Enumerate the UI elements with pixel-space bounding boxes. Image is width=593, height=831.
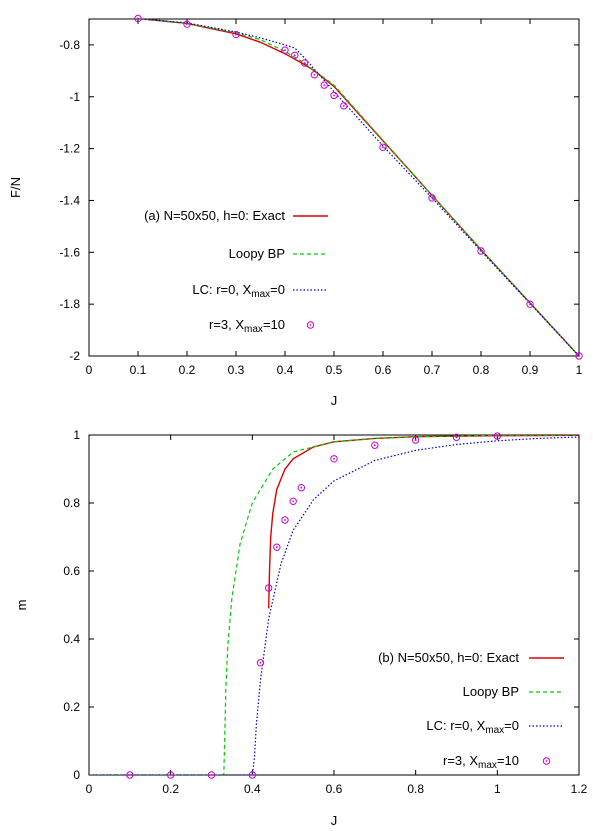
series-line	[134, 19, 579, 356]
x-tick-label: 0.4	[244, 782, 261, 796]
data-point	[256, 659, 265, 667]
x-tick-label: 1	[576, 363, 583, 377]
y-tick-label: -1.8	[59, 297, 80, 311]
data-point	[371, 441, 379, 449]
legend-marker	[306, 321, 315, 329]
data-point	[330, 91, 338, 100]
y-axis-label: m	[14, 600, 29, 611]
y-tick-label: -1.6	[59, 245, 80, 259]
series-line	[268, 435, 579, 609]
y-tick-label: 0.8	[63, 496, 80, 510]
x-tick-label: 0	[86, 782, 93, 796]
y-tick-label: -1.4	[59, 193, 80, 207]
chart-panel-a: 0 0.1 0.2 0.3 0.4 0.5 0.6 0.7 0.8 0.9 1 -0.8 -1 -1.2 -…	[8, 14, 583, 408]
x-tick-label: 0	[86, 363, 93, 377]
data-point	[526, 300, 534, 308]
x-tick-label: 0.4	[277, 363, 294, 377]
series-line	[134, 19, 579, 356]
x-tick-label: 0.1	[130, 363, 147, 377]
data-point	[477, 247, 485, 255]
series-line	[89, 436, 579, 775]
x-tick-label: 0.5	[326, 363, 343, 377]
y-tick-label: -2	[69, 349, 80, 363]
legend-marker	[542, 757, 551, 765]
y-tick-label: -1.2	[59, 142, 80, 156]
x-tick-label: 0.9	[522, 363, 539, 377]
y-tick-label: 0.4	[63, 632, 80, 646]
data-point	[207, 771, 216, 779]
y-tick-label: -0.8	[59, 38, 80, 52]
legend-label: (b) N=50x50, h=0: Exact	[378, 650, 519, 665]
data-point	[452, 433, 461, 442]
plot-frame	[88, 18, 580, 357]
x-tick-label: 1.2	[571, 782, 588, 796]
data-point	[493, 432, 502, 440]
data-point	[340, 102, 348, 110]
chart-panel-b: 0 0.2 0.4 0.6 0.8 1 1.2 0 0.2 0.4 0.6 0.8 1 Jm (b) N=5…	[14, 428, 588, 828]
y-tick-label: 0	[73, 768, 80, 782]
data-point	[379, 143, 387, 152]
y-tick-label: 0.2	[63, 700, 80, 714]
x-tick-label: 0.8	[473, 363, 490, 377]
x-tick-label: 0.7	[424, 363, 441, 377]
data-point	[320, 81, 328, 89]
data-point	[281, 516, 289, 524]
x-tick-label: 0.6	[326, 782, 343, 796]
x-axis-label: J	[331, 393, 338, 408]
data-point	[134, 14, 142, 23]
data-point	[248, 771, 257, 779]
legend-label: r=3, Xmax=10	[443, 753, 519, 771]
series-line	[130, 19, 579, 356]
x-axis-label: J	[331, 813, 338, 828]
legend-label: Loopy BP	[229, 246, 285, 261]
data-point	[297, 484, 306, 492]
series-line	[89, 435, 579, 775]
data-point	[428, 194, 436, 202]
data-point	[273, 543, 281, 551]
legend-label: (a) N=50x50, h=0: Exact	[144, 208, 285, 223]
data-point	[126, 771, 134, 779]
legend-label: Loopy BP	[463, 684, 519, 699]
legend-label: LC: r=0, Xmax=0	[426, 718, 519, 736]
legend-label: r=3, Xmax=10	[209, 317, 285, 335]
x-tick-label: 0.6	[375, 363, 392, 377]
legend-label: LC: r=0, Xmax=0	[192, 282, 285, 300]
data-point	[575, 352, 583, 360]
y-tick-label: -1	[69, 90, 80, 104]
x-tick-label: 1	[494, 782, 501, 796]
x-tick-label: 0.3	[228, 363, 245, 377]
data-point	[232, 30, 240, 39]
data-point	[330, 455, 338, 463]
x-tick-label: 0.2	[162, 782, 179, 796]
data-point	[300, 59, 309, 67]
data-point	[183, 20, 191, 28]
data-point	[264, 584, 273, 592]
data-point	[411, 436, 420, 444]
data-point	[291, 51, 299, 59]
data-point	[310, 71, 319, 79]
data-point	[289, 497, 297, 506]
x-tick-label: 0.8	[407, 782, 424, 796]
y-axis-label: F/N	[8, 177, 23, 198]
data-point	[281, 46, 289, 54]
y-tick-label: 0.6	[63, 564, 80, 578]
x-tick-label: 0.2	[179, 363, 196, 377]
data-point	[166, 771, 175, 779]
y-tick-label: 1	[73, 428, 80, 442]
